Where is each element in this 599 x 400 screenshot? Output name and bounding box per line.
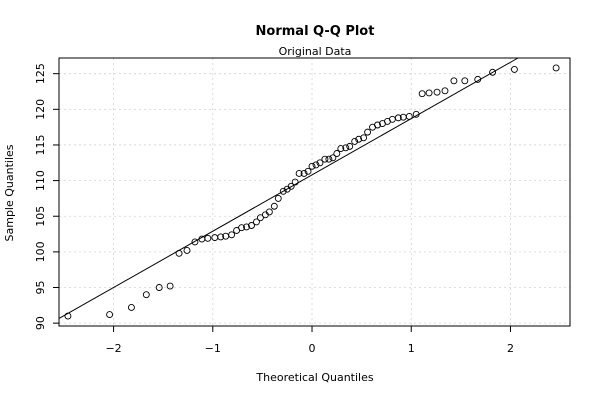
data-point	[211, 234, 219, 242]
data-point	[279, 187, 287, 195]
data-point	[274, 194, 282, 202]
data-point	[364, 128, 372, 136]
data-point	[300, 170, 308, 177]
data-point	[228, 231, 236, 239]
data-point	[412, 110, 420, 118]
data-point	[489, 68, 497, 76]
data-point	[316, 159, 324, 167]
data-point	[461, 77, 469, 85]
data-points	[64, 64, 560, 320]
x-tick-label: −2	[105, 342, 121, 355]
x-axis-label: Theoretical Quantiles	[255, 371, 373, 384]
data-point	[243, 223, 250, 231]
data-point	[304, 167, 312, 175]
data-point	[204, 234, 212, 242]
x-tick-label: 2	[507, 342, 514, 355]
data-point	[217, 233, 225, 241]
x-tick-label: −1	[205, 342, 221, 355]
data-point	[106, 311, 114, 319]
data-point	[474, 75, 482, 83]
y-tick-label: 95	[34, 281, 47, 295]
y-tick-label: 120	[34, 99, 47, 120]
grid-lines	[59, 58, 570, 326]
data-point	[175, 249, 183, 257]
data-point	[425, 89, 433, 97]
y-tick-label: 105	[34, 206, 47, 227]
data-point	[441, 87, 449, 95]
data-point	[291, 178, 299, 186]
data-point	[183, 246, 191, 254]
data-point	[418, 90, 426, 98]
data-point	[287, 182, 295, 190]
y-tick-label: 115	[34, 134, 47, 155]
data-point	[388, 115, 396, 123]
data-point	[308, 162, 316, 170]
data-point	[351, 137, 359, 145]
data-point	[321, 155, 329, 163]
x-tick-label: 1	[408, 342, 415, 355]
data-point	[355, 135, 363, 143]
data-point	[142, 291, 150, 299]
data-point	[450, 77, 458, 85]
data-point	[333, 150, 341, 157]
data-point	[360, 134, 368, 142]
data-point	[238, 224, 246, 232]
axis-ticks: −2 −1 0 1 2 90 95 100 105 110 115 120 125	[34, 63, 514, 355]
data-point	[342, 144, 350, 152]
data-point	[405, 112, 413, 120]
y-axis-label: Sample Quantiles	[3, 144, 16, 241]
plot-frame	[58, 57, 571, 327]
data-point	[233, 227, 241, 234]
data-point	[325, 155, 333, 163]
data-point	[329, 154, 337, 162]
data-point	[155, 284, 163, 291]
data-point	[256, 214, 264, 222]
data-point	[374, 121, 381, 129]
data-point	[64, 312, 72, 320]
data-point	[248, 222, 255, 229]
data-point	[295, 170, 303, 177]
y-tick-label: 90	[34, 316, 47, 330]
data-point	[253, 218, 260, 226]
data-point	[510, 65, 518, 73]
x-tick-label: 0	[309, 342, 316, 355]
data-point	[552, 64, 560, 72]
data-point	[337, 145, 345, 152]
chart-title: Normal Q-Q Plot	[256, 24, 375, 39]
data-point	[127, 304, 135, 311]
y-tick-label: 125	[34, 63, 47, 84]
y-tick-label: 100	[34, 241, 47, 262]
data-point	[265, 208, 273, 216]
data-point	[166, 282, 174, 290]
data-point	[394, 114, 402, 122]
y-tick-label: 110	[34, 170, 47, 191]
data-point	[346, 142, 354, 150]
data-point	[270, 202, 278, 210]
data-point	[312, 161, 320, 169]
data-point	[191, 238, 199, 246]
data-point	[433, 88, 441, 96]
chart-subtitle: Original Data	[279, 45, 352, 58]
